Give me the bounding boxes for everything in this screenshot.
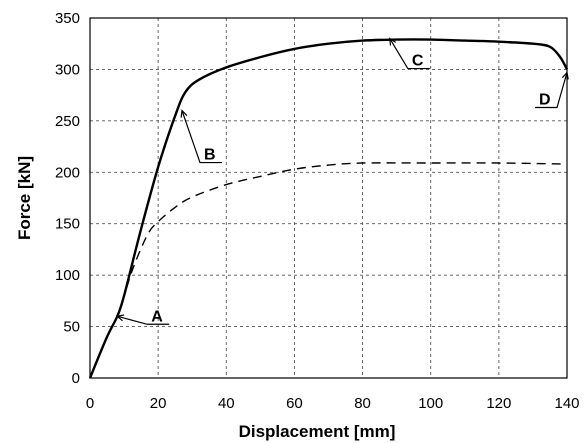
annotation-label: C [412,53,424,70]
annotation-d: D [535,71,569,109]
y-tick-label: 250 [55,113,80,130]
x-tick-label: 0 [86,395,94,412]
annotation-arrowhead [389,37,397,46]
y-tick-label: 100 [55,267,80,284]
plot-frame [89,17,568,379]
annotation-label: D [539,92,551,109]
annotation-leader [535,72,568,109]
plot-border [89,17,568,379]
x-axis-title: Displacement [mm] [239,422,396,441]
x-tick-label: 20 [150,395,167,412]
x-tick-label: 100 [418,395,443,412]
x-tick-label: 120 [486,395,511,412]
point-annotations: A B C D [115,37,569,325]
annotation-label: A [151,308,163,325]
annotation-arrowhead [180,109,188,118]
grid-lines [90,18,567,378]
annotation-arrowhead [561,71,569,80]
y-tick-label: 200 [55,164,80,181]
annotation-arrowhead [115,314,125,322]
annotation-b: B [180,109,222,164]
y-tick-label: 350 [55,10,80,27]
annotation-c: C [389,37,430,70]
y-axis-title: Force [kN] [15,156,34,240]
x-tick-label: 60 [286,395,303,412]
solid-series-line [88,38,569,379]
annotation-label: B [204,147,216,164]
annotation-leader [389,38,430,70]
x-tick-label: 140 [554,395,579,412]
tick-labels: 0 20 40 60 80 100 120 140 0 50 100 150 200 250 300 350 [55,10,580,412]
x-tick-label: 40 [218,395,235,412]
x-tick-label: 80 [354,395,371,412]
y-tick-label: 0 [72,370,80,387]
annotation-a: A [115,308,170,325]
dashed-series-line [116,162,568,317]
y-tick-label: 150 [55,216,80,233]
annotation-leader [181,110,222,164]
annotation-leader [117,315,170,325]
y-tick-label: 300 [55,61,80,78]
series-lines [88,38,569,379]
y-tick-label: 50 [63,319,80,336]
